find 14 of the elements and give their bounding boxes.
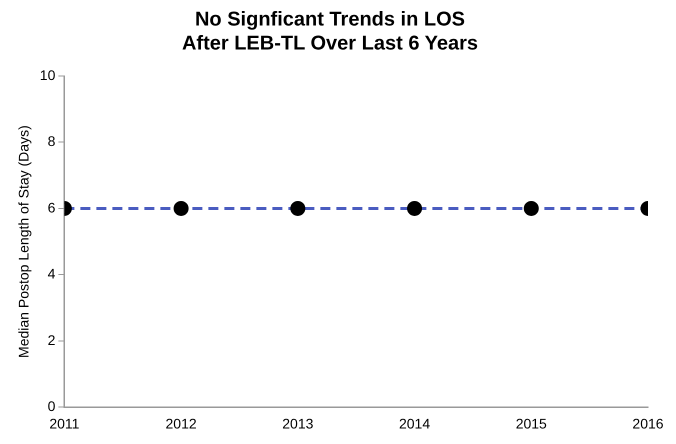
y-axis-title: Median Postop Length of Stay (Days) [15, 125, 32, 358]
x-tick-label: 2015 [516, 415, 548, 432]
y-tick-label: 8 [48, 133, 56, 150]
y-tick-label: 2 [48, 332, 56, 348]
x-tick-label: 2012 [166, 415, 197, 432]
x-tick-label: 2011 [49, 415, 80, 432]
y-tick-label: 10 [40, 66, 56, 83]
y-tick-label: 6 [48, 199, 56, 216]
chart-title: No Signficant Trends in LOS After LEB-TL Over Last 6 Years [182, 8, 478, 55]
x-tick-label: 2014 [398, 415, 430, 432]
y-tick-label: 4 [48, 266, 56, 282]
y-tick-label: 0 [48, 398, 56, 414]
x-tick-label: 2016 [632, 415, 664, 432]
x-tick-label: 2013 [282, 415, 314, 432]
